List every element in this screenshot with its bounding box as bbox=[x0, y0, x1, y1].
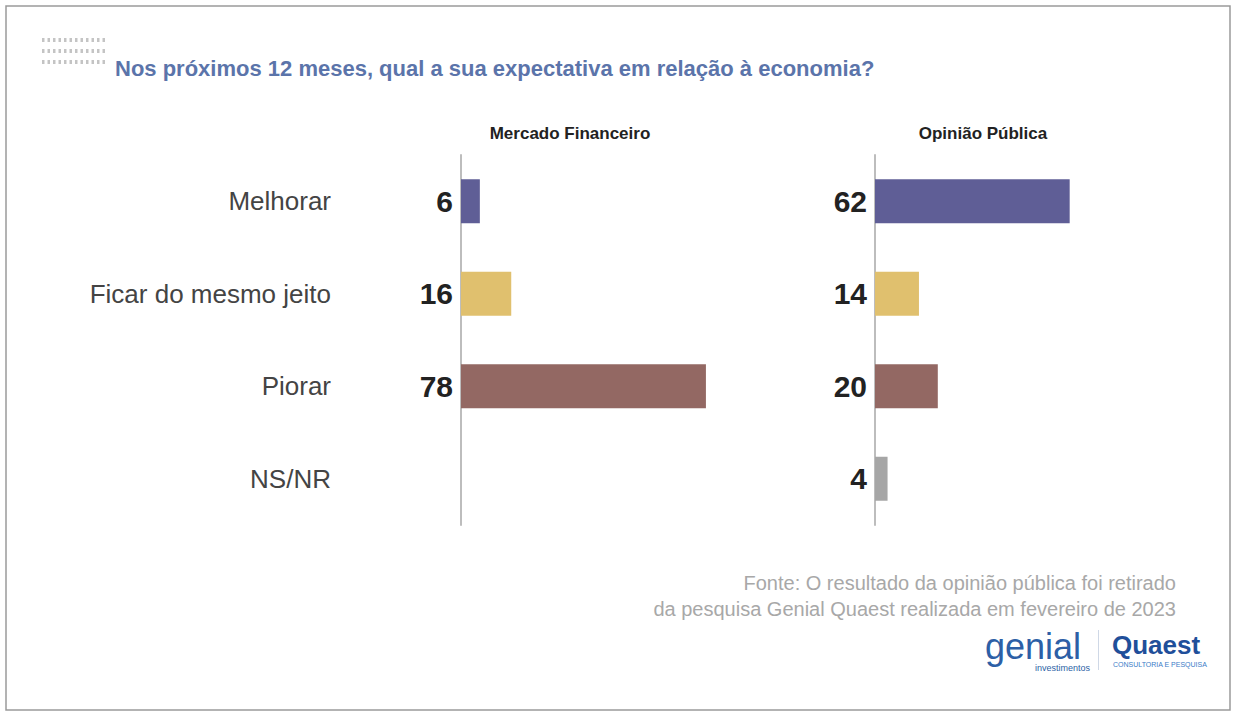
svg-text:Nos próximos 12 meses, qual a: Nos próximos 12 meses, qual a sua expect… bbox=[115, 56, 874, 81]
svg-text:CONSULTORIA E PESQUISA: CONSULTORIA E PESQUISA bbox=[1113, 661, 1207, 669]
svg-text:16: 16 bbox=[420, 277, 453, 310]
svg-text:Melhorar: Melhorar bbox=[228, 186, 331, 216]
svg-text:Ficar do mesmo jeito: Ficar do mesmo jeito bbox=[90, 279, 331, 309]
svg-text:genial: genial bbox=[985, 626, 1081, 667]
svg-text:investimentos: investimentos bbox=[1035, 663, 1091, 673]
svg-text:4: 4 bbox=[850, 462, 867, 495]
svg-text:Mercado Financeiro: Mercado Financeiro bbox=[490, 124, 651, 143]
svg-text:Fonte: O resultado da opinião: Fonte: O resultado da opinião pública fo… bbox=[744, 572, 1177, 594]
svg-text:6: 6 bbox=[436, 185, 453, 218]
svg-text:NS/NR: NS/NR bbox=[250, 464, 331, 494]
svg-text:20: 20 bbox=[834, 370, 867, 403]
svg-text:Quaest: Quaest bbox=[1112, 630, 1200, 660]
svg-text:78: 78 bbox=[420, 370, 453, 403]
svg-text:Opinião Pública: Opinião Pública bbox=[919, 124, 1048, 143]
svg-text:Piorar: Piorar bbox=[262, 371, 332, 401]
svg-text:62: 62 bbox=[834, 185, 867, 218]
svg-text:da pesquisa Genial Quaest real: da pesquisa Genial Quaest realizada em f… bbox=[653, 598, 1176, 620]
svg-text:14: 14 bbox=[834, 277, 868, 310]
